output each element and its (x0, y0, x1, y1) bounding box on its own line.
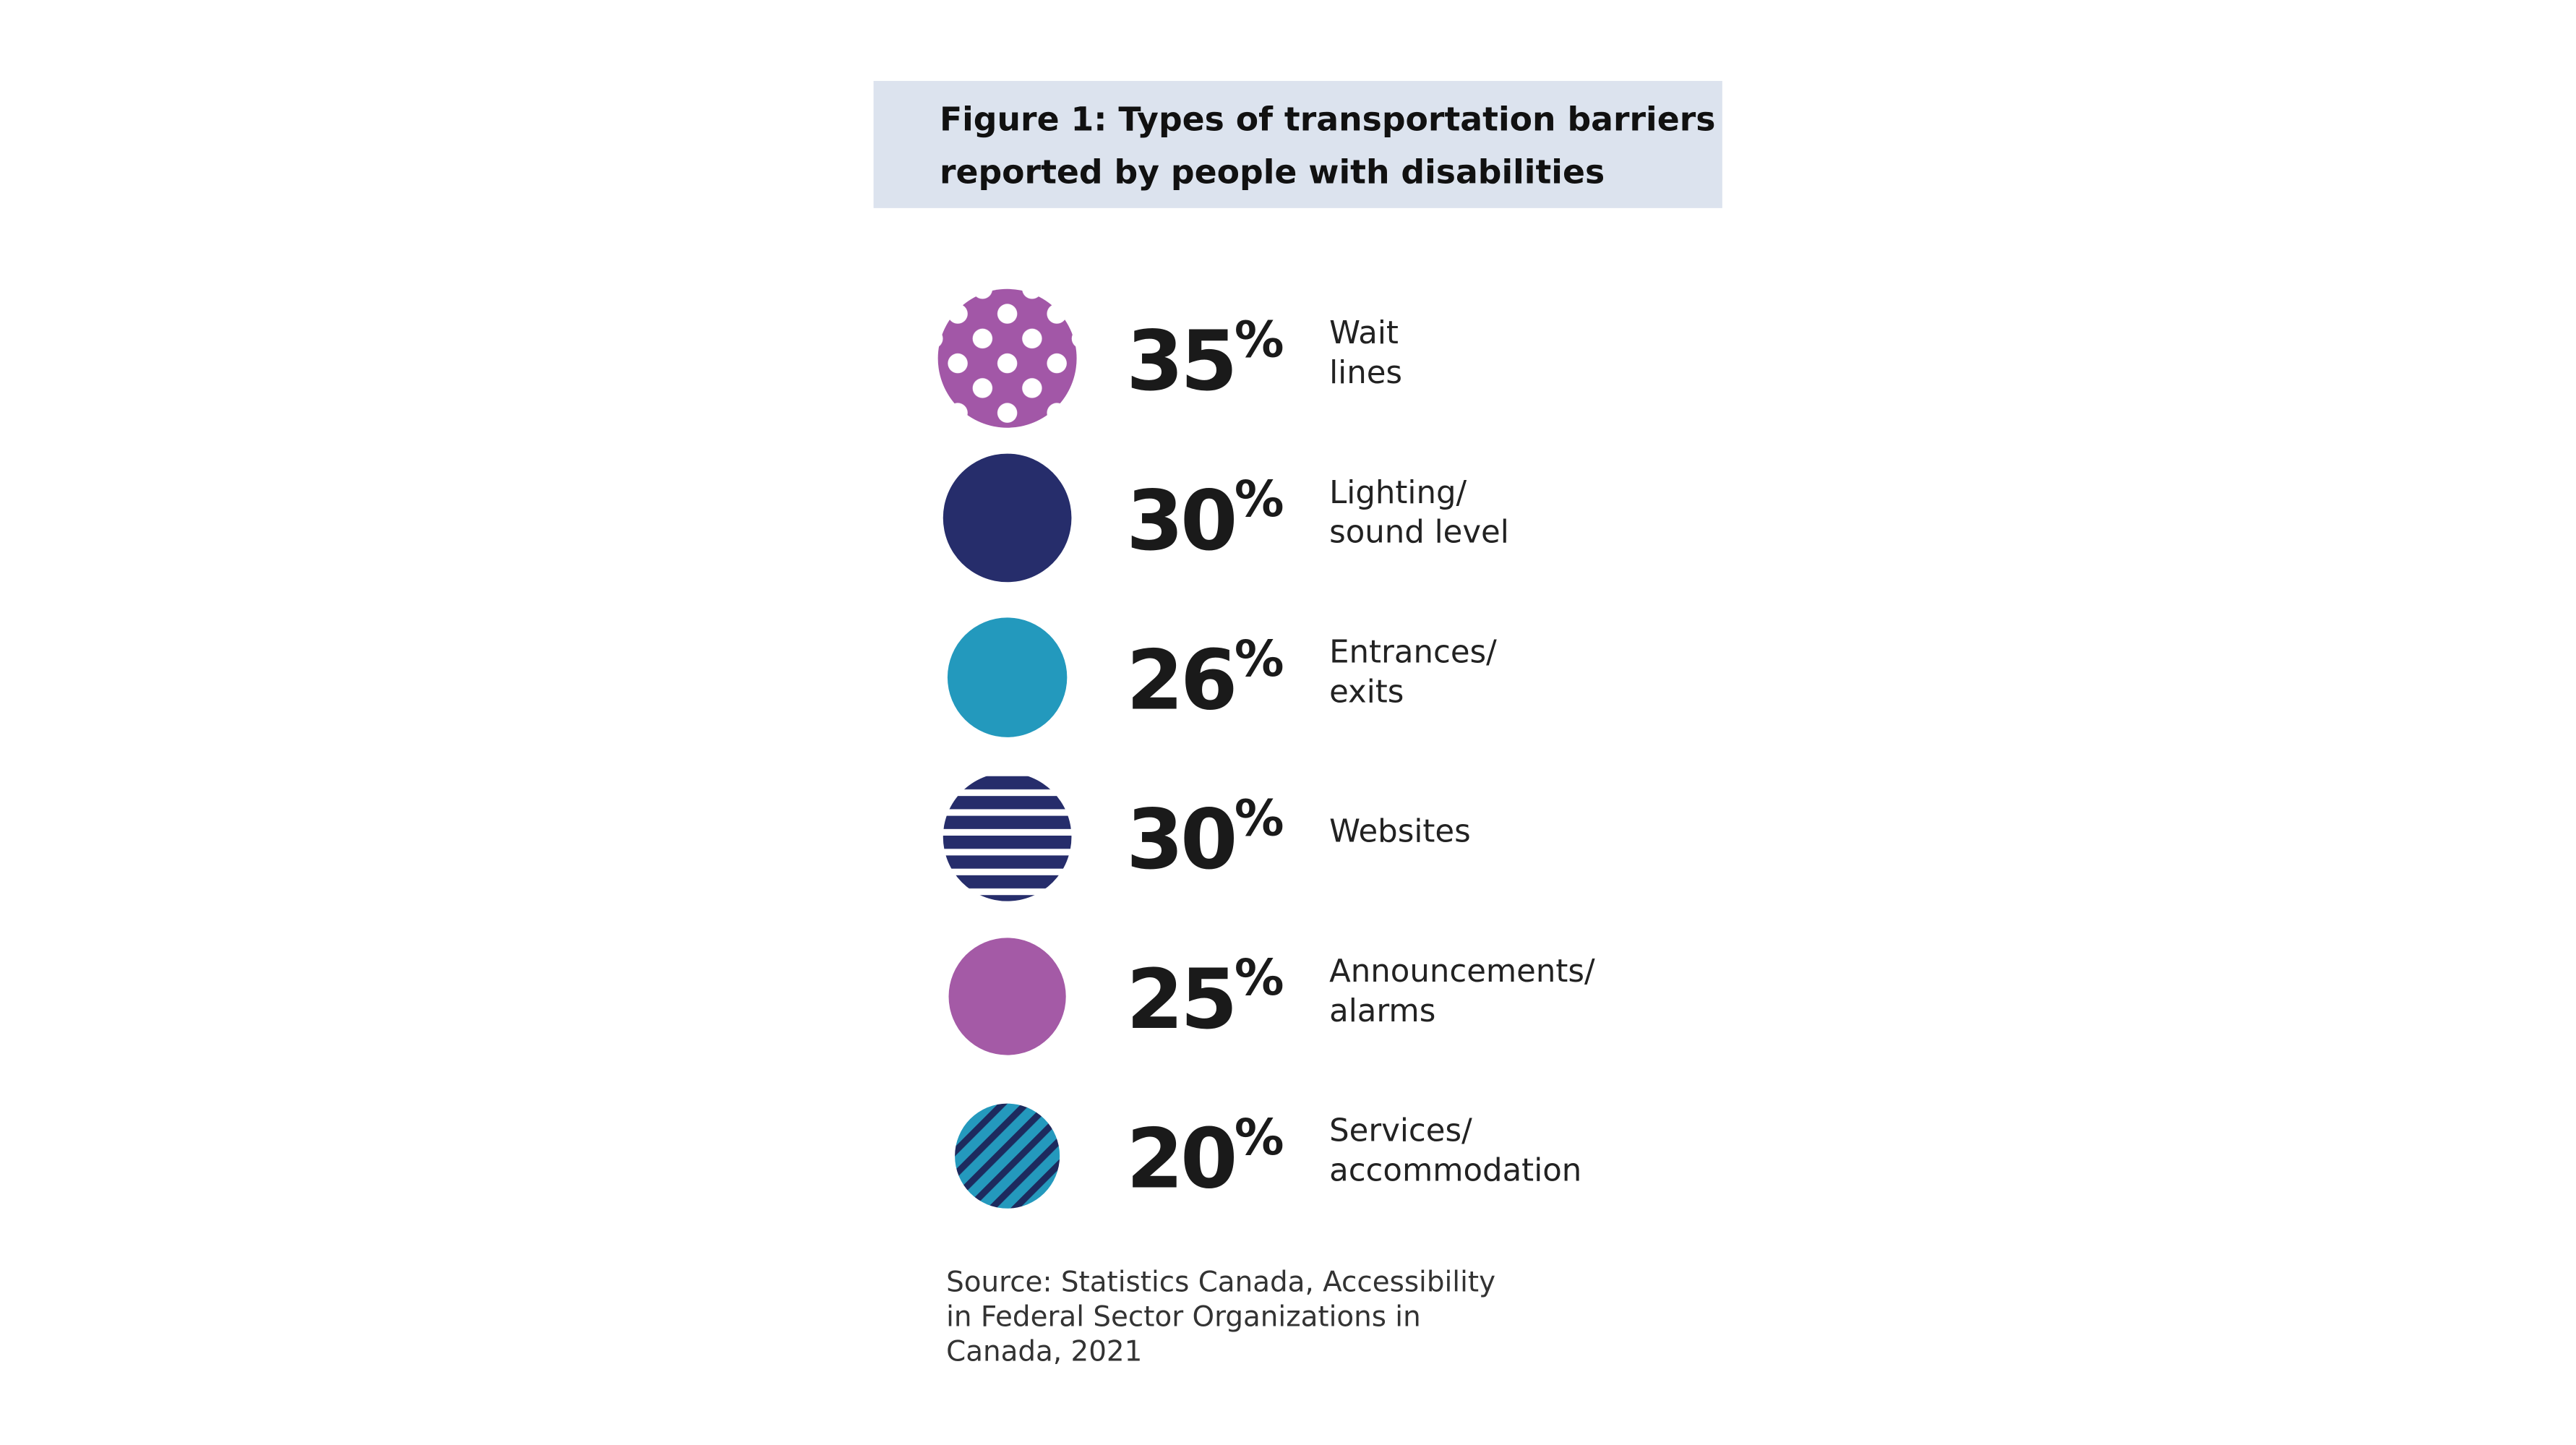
value-label: 20% (1126, 1109, 1283, 1207)
value-circle (937, 288, 1077, 428)
value-circle (955, 1103, 1060, 1209)
chart-title: Figure 1: Types of transportation barrie… (940, 100, 1715, 191)
source-note: Source: Statistics Canada, Accessibility… (946, 1266, 1495, 1368)
category-label: Websites (1329, 814, 1471, 850)
value-circle (943, 453, 1072, 583)
value-label: 30% (1126, 790, 1283, 888)
value-label: 25% (1126, 949, 1283, 1047)
value-label: 35% (1126, 311, 1283, 409)
value-circle (943, 772, 1072, 901)
value-label: 30% (1126, 471, 1283, 569)
category-label: Announcements/alarms (1329, 953, 1595, 1029)
title-box (873, 80, 1722, 208)
value-circle (947, 617, 1068, 737)
category-label: Wait lines (1329, 315, 1402, 391)
category-label: Lighting/sound level (1329, 475, 1509, 551)
value-label: 26% (1126, 630, 1283, 729)
value-circle (948, 938, 1066, 1055)
category-label: Entrances/exits (1329, 635, 1497, 711)
category-label: Services/accommodation (1329, 1113, 1581, 1189)
